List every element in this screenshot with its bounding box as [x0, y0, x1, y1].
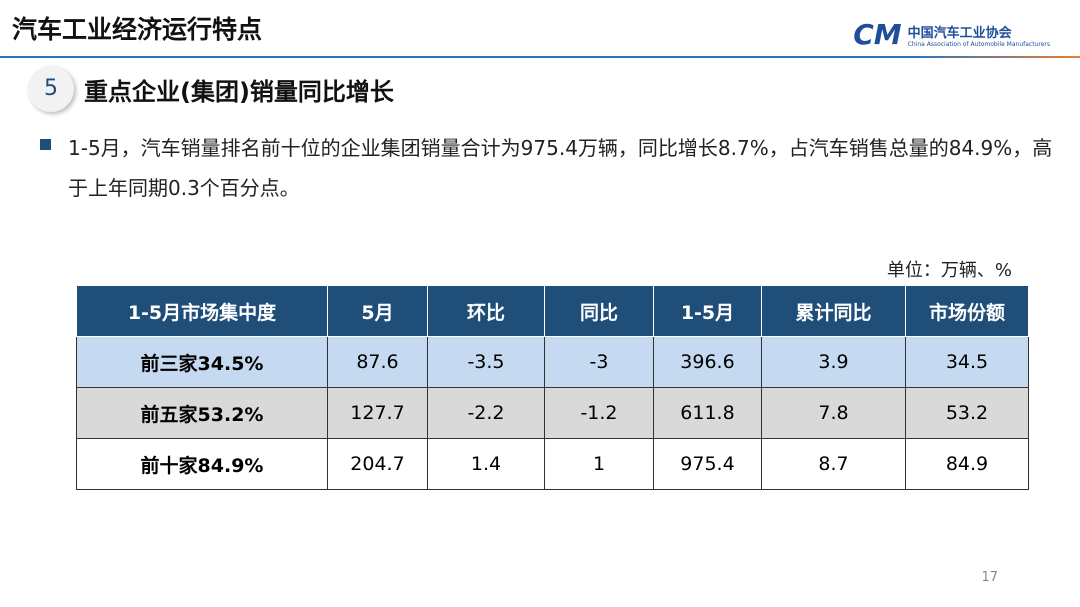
column-header: 1-5月	[653, 285, 762, 337]
logo-text: 中国汽车工业协会 China Association of Automobile…	[908, 22, 1050, 48]
table-cell: 87.6	[327, 336, 428, 388]
table-cell: 1.4	[427, 438, 545, 490]
page-number: 17	[981, 570, 998, 585]
header-row: 1-5月市场集中度 5月 环比 同比 1-5月 累计同比 市场份额	[76, 285, 1029, 337]
bullet-square	[40, 139, 51, 150]
section-title: 重点企业(集团)销量同比增长	[84, 78, 394, 106]
table-cell: 3.9	[761, 336, 906, 388]
logo-mark: CM	[853, 18, 902, 51]
table-cell: -2.2	[427, 387, 545, 439]
table-cell: 前五家53.2%	[76, 387, 328, 439]
table-row: 前十家84.9% 204.7 1.4 1 975.4 8.7 84.9	[76, 438, 1029, 490]
table-row: 前五家53.2% 127.7 -2.2 -1.2 611.8 7.8 53.2	[76, 387, 1029, 439]
column-header: 1-5月市场集中度	[76, 285, 328, 337]
logo-en: China Association of Automobile Manufact…	[907, 40, 1050, 48]
unit-label: 单位：万辆、%	[886, 260, 1012, 281]
table-cell: 204.7	[327, 438, 428, 490]
table-cell: 127.7	[327, 387, 428, 439]
bullet-text: 1-5月，汽车销量排名前十位的企业集团销量合计为975.4万辆，同比增长8.7%…	[68, 136, 1053, 200]
column-header: 同比	[544, 285, 654, 337]
logo-cn: 中国汽车工业协会	[907, 25, 1012, 41]
table-cell: 前三家34.5%	[76, 336, 328, 388]
data-table: 1-5月市场集中度 5月 环比 同比 1-5月 累计同比 市场份额 前三家34.5% 87.6-…	[76, 285, 1029, 490]
slide-title: 汽车工业经济运行特点	[12, 15, 263, 44]
column-header: 市场份额	[905, 285, 1029, 337]
column-header: 累计同比	[761, 285, 906, 337]
table-cell: 8.7	[761, 438, 906, 490]
table-cell: 前十家84.9%	[76, 438, 328, 490]
logo: CM 中国汽车工业协会 China Association of Automob…	[853, 18, 1050, 51]
table-cell: 975.4	[653, 438, 762, 490]
table-row: 前三家34.5% 87.6 -3.5 -3 396.6 3.9 34.5	[76, 336, 1029, 388]
table-cell: -3	[544, 336, 654, 388]
column-header: 5月	[327, 285, 428, 337]
table-cell: -3.5	[427, 336, 545, 388]
table-cell: 611.8	[653, 387, 762, 439]
table-cell: 84.9	[905, 438, 1029, 490]
table-cell: 53.2	[905, 387, 1029, 439]
table-cell: 396.6	[653, 336, 762, 388]
header-rule	[0, 56, 1080, 58]
table-cell: 34.5	[905, 336, 1029, 388]
table-cell: -1.2	[544, 387, 654, 439]
section-number: 5	[28, 66, 74, 112]
table-cell: 1	[544, 438, 654, 490]
column-header: 环比	[427, 285, 545, 337]
table-cell: 7.8	[761, 387, 906, 439]
